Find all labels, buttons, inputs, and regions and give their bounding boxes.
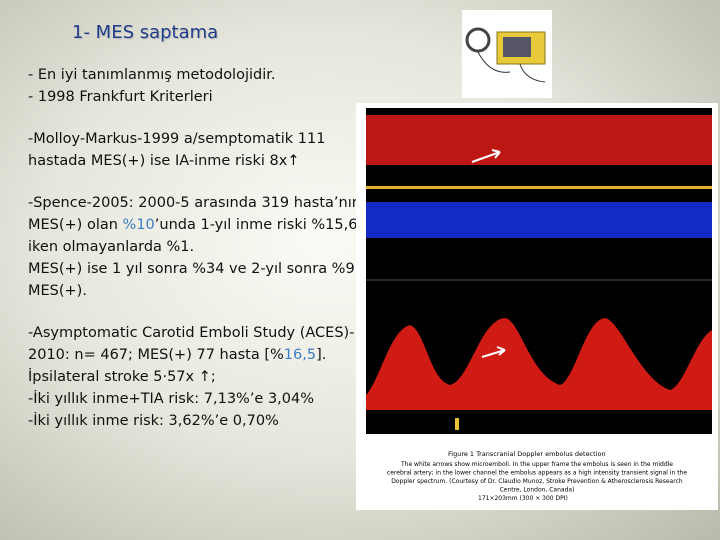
text-line: MES(+).	[28, 280, 368, 302]
text-segment: -İki yıllık inme+TIA risk: 7,13%’e 3,04%	[28, 391, 315, 407]
text-segment: İpsilateral stroke 5·57x ↑;	[28, 369, 216, 385]
text-segment: ].	[316, 347, 327, 363]
text-line: İpsilateral stroke 5·57x ↑;	[28, 366, 368, 388]
paragraph: -Asymptomatic Carotid Emboli Study (ACES…	[28, 322, 368, 432]
marker	[455, 418, 459, 430]
text-segment: MES(+).	[28, 283, 87, 299]
text-line: MES(+) olan %10’unda 1-yıl inme riski %1…	[28, 214, 368, 236]
slide-title: 1- MES saptama	[72, 22, 219, 43]
caption-line: Centre, London, Canada)	[500, 487, 575, 494]
text-segment: MES(+) olan	[28, 217, 123, 233]
red-band	[366, 115, 712, 165]
text-line: 2010: n= 467; MES(+) 77 hasta [%16,5].	[28, 344, 368, 366]
caption-line: cerebral artery; in the lower channel th…	[387, 470, 687, 477]
paragraph: - En iyi tanımlanmış metodolojidir. - 199…	[28, 64, 368, 108]
paragraph: -Molloy-Markus-1999 a/semptomatik 111 has…	[28, 128, 368, 172]
text-body: - En iyi tanımlanmış metodolojidir. - 199…	[28, 64, 368, 452]
size-note: 171×203mm (300 × 300 DPI)	[478, 495, 568, 502]
arrow	[471, 149, 501, 163]
text-segment: ’unda 1-yıl inme riski %15,6	[154, 217, 358, 233]
text-segment: %10	[122, 217, 155, 233]
arrow	[481, 346, 506, 358]
text-line: MES(+) ise 1 yıl sonra %34 ve 2-yıl sonr…	[28, 258, 368, 280]
headset	[465, 27, 491, 53]
yellow-line	[366, 186, 712, 189]
text-segment: -Asymptomatic Carotid Emboli Study (ACES…	[28, 325, 355, 341]
waveform	[366, 318, 712, 410]
text-segment: MES(+) ise 1 yıl sonra %34 ve 2-yıl sonr…	[28, 261, 355, 277]
text-segment: 16,5	[283, 347, 317, 363]
text-segment: - 1998 Frankfurt Kriterleri	[28, 89, 213, 105]
text-line: hastada MES(+) ise IA-inme riski 8x↑	[28, 150, 368, 172]
paragraph: -Spence-2005: 2000-5 arasında 319 hasta’…	[28, 192, 368, 302]
text-segment: -Spence-2005: 2000-5 arasında 319 hasta’…	[28, 195, 361, 211]
text-segment: -İki yıllık inme risk: 3,62%’e 0,70%	[28, 413, 279, 429]
caption-title: Figure 1 Transcranial Doppler embolus de…	[448, 450, 606, 458]
text-line: -İki yıllık inme risk: 3,62%’e 0,70%	[28, 410, 368, 432]
text-line: -Molloy-Markus-1999 a/semptomatik 111	[28, 128, 368, 150]
text-segment: -Molloy-Markus-1999 a/semptomatik 111	[28, 131, 326, 147]
text-line: -İki yıllık inme+TIA risk: 7,13%’e 3,04%	[28, 388, 368, 410]
text-segment: - En iyi tanımlanmış metodolojidir.	[28, 67, 276, 83]
cable	[477, 51, 546, 83]
caption-line: Doppler spectrum. (Courtesy of Dr. Claud…	[391, 478, 683, 485]
text-line: iken olmayanlarda %1.	[28, 236, 368, 258]
text-segment: iken olmayanlarda %1.	[28, 239, 195, 255]
text-line: -Asymptomatic Carotid Emboli Study (ACES…	[28, 322, 368, 344]
blue-band	[366, 202, 712, 238]
device-screen	[503, 37, 531, 57]
text-segment: 2010: n= 467; MES(+) 77 hasta [%	[28, 347, 284, 363]
text-segment: hastada MES(+) ise IA-inme riski 8x↑	[28, 153, 300, 169]
text-line: - En iyi tanımlanmış metodolojidir.	[28, 64, 368, 86]
caption-line: The white arrows show microemboli. In th…	[400, 461, 673, 468]
text-line: - 1998 Frankfurt Kriterleri	[28, 86, 368, 108]
text-line: -Spence-2005: 2000-5 arasında 319 hasta’…	[28, 192, 368, 214]
